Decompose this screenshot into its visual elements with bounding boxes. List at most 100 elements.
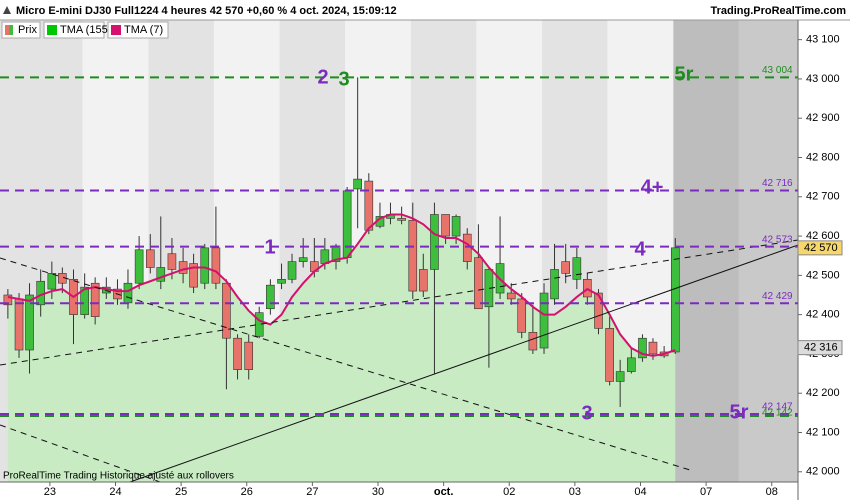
y-tick-label: 42 400 bbox=[806, 309, 840, 321]
candle-body bbox=[320, 249, 330, 264]
plot bbox=[3, 77, 680, 482]
candle-body bbox=[134, 249, 144, 284]
x-tick-label: 02 bbox=[503, 486, 515, 498]
chart-title: Micro E-mini DJ30 Full1224 4 heures 42 5… bbox=[16, 5, 397, 17]
wave-label: 4+ bbox=[641, 176, 664, 198]
legend-swatch bbox=[47, 25, 57, 35]
footnote: ProRealTime Trading Historique ajusté au… bbox=[3, 471, 234, 482]
candle-body bbox=[123, 282, 133, 304]
x-tick-label: 03 bbox=[569, 486, 581, 498]
candle-body bbox=[430, 214, 439, 270]
wave-label: 5r bbox=[675, 63, 694, 85]
candle-body bbox=[47, 273, 57, 290]
candle-body bbox=[14, 298, 24, 351]
candle-body bbox=[167, 253, 177, 270]
level-label: 42 573 bbox=[762, 234, 793, 245]
candle-body bbox=[156, 267, 166, 282]
candle-body bbox=[451, 216, 461, 237]
candle-body bbox=[627, 357, 636, 372]
legend-item[interactable]: TMA (7) bbox=[107, 21, 169, 39]
price-tag bbox=[797, 340, 843, 356]
wave-label: 5r bbox=[730, 401, 749, 423]
level-label: 42 147 bbox=[762, 402, 793, 413]
legend-label: TMA (7) bbox=[124, 24, 163, 36]
candle-body bbox=[397, 218, 406, 221]
candle-body bbox=[222, 282, 231, 339]
price-tag-label: 42 316 bbox=[804, 342, 838, 354]
x-tick-label: 04 bbox=[634, 486, 646, 498]
y-tick-label: 43 100 bbox=[806, 34, 840, 46]
candle-body bbox=[615, 371, 625, 382]
level-label: 42 716 bbox=[762, 178, 793, 189]
candle-body bbox=[3, 294, 13, 306]
candle-body bbox=[298, 257, 308, 262]
candle-body bbox=[572, 257, 582, 280]
legend-item[interactable]: Prix bbox=[1, 21, 41, 39]
source: Trading.ProRealTime.com bbox=[710, 5, 846, 17]
level-label: 43 004 bbox=[762, 65, 793, 76]
candle-body bbox=[474, 257, 483, 310]
legend-swatch bbox=[9, 25, 13, 35]
wave-label: 1 bbox=[264, 236, 275, 258]
wave-label: 3 bbox=[338, 68, 349, 90]
candle-body bbox=[90, 282, 100, 317]
trend-line bbox=[129, 244, 799, 483]
candle-body bbox=[550, 269, 559, 300]
wave-label: 2 bbox=[317, 66, 328, 88]
day-band bbox=[738, 20, 798, 482]
trend-line-dashed bbox=[0, 239, 799, 366]
candle-body bbox=[517, 298, 527, 333]
y-tick-label: 43 000 bbox=[806, 73, 840, 85]
candle-body bbox=[277, 278, 286, 284]
x-tick-label: 30 bbox=[372, 486, 384, 498]
header-bar bbox=[0, 0, 850, 20]
y-tick-label: 42 500 bbox=[806, 269, 840, 281]
x-tick-label: 24 bbox=[109, 486, 121, 498]
y-tick-label: 42 200 bbox=[806, 387, 840, 399]
wave-label: 4 bbox=[634, 238, 646, 260]
legend-label: Prix bbox=[18, 24, 37, 36]
candle-body bbox=[200, 247, 210, 284]
x-tick-label: 08 bbox=[766, 486, 778, 498]
day-band bbox=[673, 20, 739, 482]
legend-swatch bbox=[111, 25, 121, 35]
candle-body bbox=[254, 312, 264, 337]
y-tick-label: 42 100 bbox=[806, 426, 840, 438]
legend-item[interactable]: TMA (155) bbox=[43, 21, 111, 39]
tma-line bbox=[7, 213, 676, 357]
collapse-icon[interactable] bbox=[3, 6, 11, 14]
x-tick-label: 23 bbox=[44, 486, 56, 498]
candle-body bbox=[233, 337, 242, 370]
candle-body bbox=[353, 178, 362, 190]
candle-body bbox=[244, 341, 254, 370]
candle-body bbox=[638, 337, 647, 359]
price-tag bbox=[797, 240, 843, 256]
candle-body bbox=[441, 214, 450, 237]
legend-box bbox=[107, 21, 169, 39]
candle-body bbox=[80, 286, 89, 315]
candle-body bbox=[266, 284, 275, 310]
y-tick-label: 42 900 bbox=[806, 112, 840, 124]
wave-label: 3 bbox=[581, 402, 592, 424]
legend-swatch bbox=[5, 25, 9, 35]
legend: Prix TMA (155) TMA (7) bbox=[1, 21, 169, 39]
candle-body bbox=[418, 269, 428, 292]
candle-body bbox=[506, 292, 516, 300]
candle-body bbox=[594, 292, 603, 329]
candle-body bbox=[408, 220, 418, 292]
y-tick-label: 42 800 bbox=[806, 151, 840, 163]
x-tick-label: 27 bbox=[306, 486, 318, 498]
candle-body bbox=[145, 249, 155, 268]
y-tick-label: 42 000 bbox=[806, 466, 840, 478]
level-label: 42 142 bbox=[762, 408, 793, 419]
x-tick-label: 25 bbox=[175, 486, 187, 498]
y-tick-label: 42 700 bbox=[806, 191, 840, 203]
x-tick-label: oct. bbox=[434, 486, 454, 498]
candle-body bbox=[189, 263, 198, 288]
candle-body bbox=[364, 180, 374, 231]
level-label: 42 429 bbox=[762, 291, 793, 302]
legend-label: TMA (155) bbox=[60, 24, 111, 36]
